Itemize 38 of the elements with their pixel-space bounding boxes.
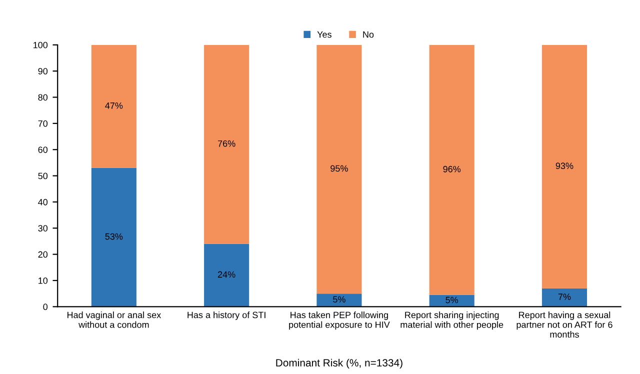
data-label: 24% bbox=[218, 271, 236, 278]
x-tick-label: Has taken PEP following potential exposure to HIV bbox=[289, 312, 390, 330]
x-axis-title: Dominant Risk (%, n=1334) bbox=[276, 358, 402, 369]
bar bbox=[91, 44, 136, 168]
data-label: 5% bbox=[333, 296, 346, 303]
bar bbox=[429, 44, 474, 295]
legend-label: Yes bbox=[317, 31, 332, 38]
y-tick-label: 20 bbox=[38, 251, 48, 258]
data-label: 95% bbox=[330, 165, 348, 172]
y-tick-label: 90 bbox=[38, 68, 48, 74]
data-label: 53% bbox=[105, 233, 123, 240]
y-tick-label: 100 bbox=[34, 42, 48, 48]
x-tick-label: Report sharing injecting material with other people bbox=[400, 312, 504, 330]
x-tick-label: Has a history of STI bbox=[188, 312, 266, 320]
y-tick-label: 70 bbox=[38, 120, 48, 127]
y-tick-label: 60 bbox=[38, 146, 48, 153]
data-label: 47% bbox=[105, 102, 123, 109]
data-label: 5% bbox=[446, 296, 458, 304]
data-label: 7% bbox=[558, 294, 571, 300]
data-label: 93% bbox=[556, 162, 574, 170]
y-tick-label: 0 bbox=[43, 304, 48, 310]
bar bbox=[91, 168, 136, 307]
x-tick-label: Report having a sexual partner not on ART for 6 months bbox=[516, 312, 612, 338]
legend-label: No bbox=[363, 31, 374, 38]
y-tick-label: 50 bbox=[38, 172, 48, 180]
x-tick-label: Had vaginal or anal sex without a condom bbox=[67, 312, 161, 328]
y-tick-label: 30 bbox=[38, 225, 48, 232]
bar bbox=[204, 244, 250, 307]
y-tick-label: 40 bbox=[38, 198, 48, 206]
data-label: 96% bbox=[443, 166, 461, 172]
bar bbox=[542, 44, 588, 288]
bar bbox=[204, 44, 250, 244]
bar bbox=[316, 44, 362, 294]
bar bbox=[542, 288, 588, 307]
bar bbox=[316, 294, 362, 307]
y-tick-label: 80 bbox=[38, 94, 48, 101]
y-tick-label: 10 bbox=[38, 277, 48, 284]
data-label: 76% bbox=[218, 140, 236, 147]
